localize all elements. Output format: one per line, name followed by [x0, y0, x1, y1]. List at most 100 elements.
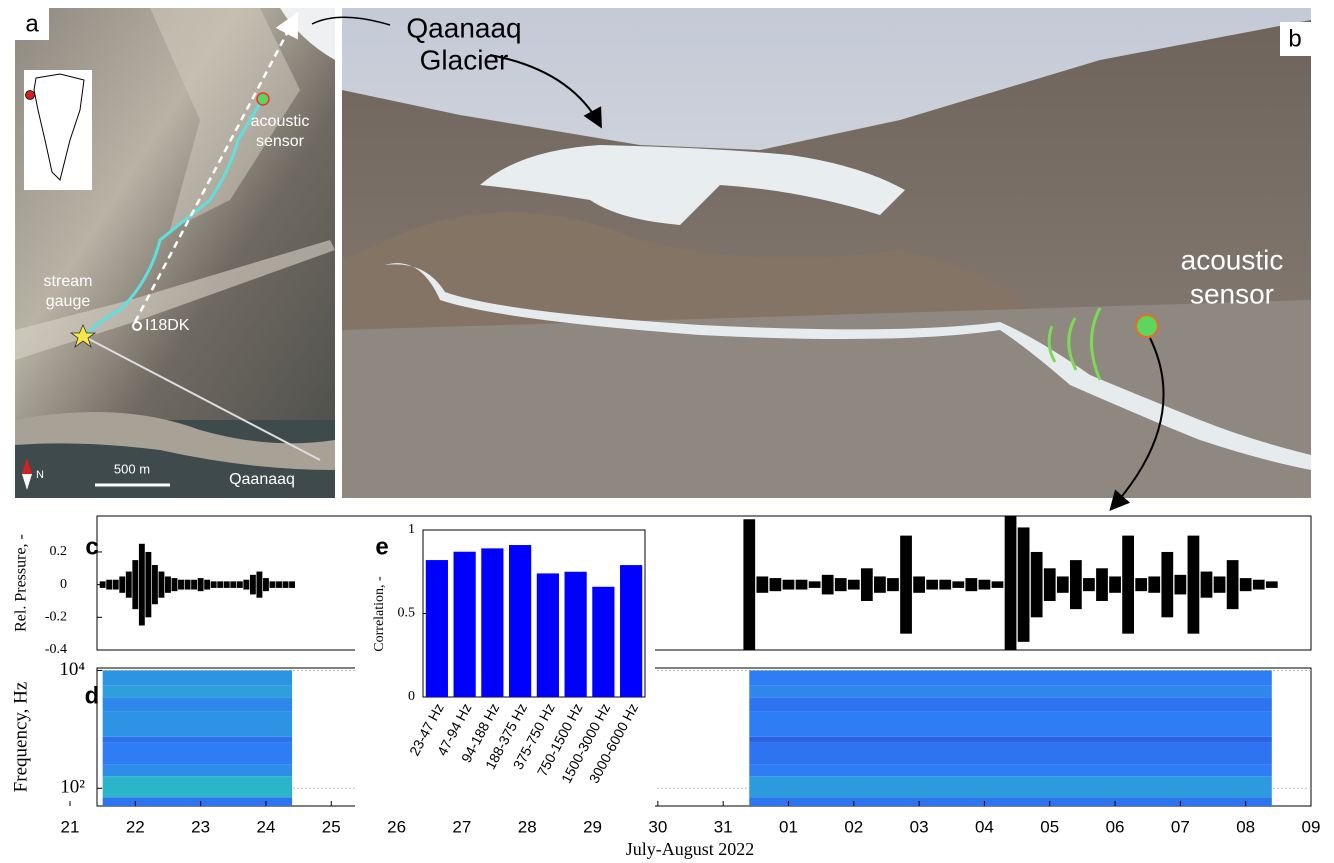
spectrogram-cell: [103, 737, 292, 743]
waveform-sample: [263, 578, 269, 591]
y-tick-label: 0.5: [398, 606, 416, 621]
waveform-sample: [119, 576, 125, 592]
waveform-sample: [132, 560, 138, 609]
spectrogram-cell: [749, 712, 1272, 737]
spectrogram-cell: [103, 765, 292, 776]
waveform-sample: [198, 578, 204, 591]
waveform-sample: [289, 581, 295, 588]
waveform-sample: [159, 572, 165, 598]
x-tick-label: 05: [1040, 817, 1059, 836]
x-tick-label: 26: [387, 817, 406, 836]
sensor-label: acoustic: [251, 113, 310, 130]
spectrogram-cell: [103, 697, 292, 711]
location-dot: [26, 91, 35, 100]
waveform-sample: [1214, 576, 1226, 592]
sensor-label: sensor: [1190, 278, 1274, 309]
x-tick-label: 27: [452, 817, 471, 836]
waveform-sample: [952, 581, 964, 588]
waveform-sample: [1227, 560, 1239, 609]
waveform-sample: [1018, 527, 1030, 641]
waveform-sample: [191, 580, 197, 590]
scale-label: 500 m: [114, 461, 150, 476]
waveform-sample: [783, 580, 795, 590]
waveform-sample: [756, 576, 768, 592]
waveform-sample: [770, 578, 782, 591]
waveform-sample: [743, 519, 755, 650]
gauge-label: stream: [44, 273, 93, 290]
station-label: I18DK: [145, 317, 190, 334]
waveform-sample: [1122, 536, 1134, 634]
panel-label: b: [1288, 25, 1301, 52]
waveform-sample: [796, 580, 808, 590]
spectrogram-cell: [103, 670, 292, 685]
waveform-sample: [900, 536, 912, 634]
x-tick-label: 04: [975, 817, 994, 836]
spectrogram-cell: [103, 797, 292, 806]
waveform-sample: [276, 581, 282, 588]
spectrogram-cell: [103, 686, 292, 698]
spectrogram-cell: [749, 765, 1272, 776]
waveform-sample: [939, 580, 951, 590]
waveform-sample: [237, 581, 243, 588]
waveform-sample: [211, 581, 217, 588]
waveform-sample: [1070, 560, 1082, 609]
y-tick-label: 0: [60, 577, 67, 592]
north-label: N: [36, 469, 44, 481]
spectrogram-cell: [749, 797, 1272, 806]
x-tick-label: 28: [518, 817, 537, 836]
bar: [454, 552, 476, 697]
panel-label: c: [85, 533, 98, 560]
waveform-sample: [809, 581, 821, 588]
sensor-dot: [1136, 315, 1158, 337]
waveform-sample: [1240, 578, 1252, 591]
waveform-sample: [1174, 575, 1186, 595]
x-tick-label: 01: [779, 817, 798, 836]
waveform-sample: [1135, 578, 1147, 591]
y-tick-label: 0.2: [50, 544, 68, 559]
photo-panel: b Qaanaaq Glacier acoustic sensor: [312, 8, 1311, 508]
bar: [620, 565, 642, 697]
x-tick-label: 02: [844, 817, 863, 836]
waveform-sample: [965, 578, 977, 591]
x-tick-label: 29: [583, 817, 602, 836]
spectrogram-cell: [749, 776, 1272, 797]
waveform-sample: [256, 572, 262, 598]
spectrogram-cell: [749, 670, 1272, 685]
bar: [565, 572, 587, 697]
bar: [426, 560, 448, 697]
y-tick-label: 1: [408, 522, 415, 537]
waveform-sample: [283, 581, 289, 588]
x-tick-label: 31: [714, 817, 733, 836]
y-axis-label: Rel. Pressure, -: [13, 534, 30, 632]
figure: a acoustic sensor stream gauge I18DK 500…: [0, 0, 1334, 863]
waveform-sample: [1253, 580, 1265, 590]
waveform-sample: [979, 580, 991, 590]
waveform-sample: [1083, 578, 1095, 591]
bar: [481, 548, 503, 697]
waveform-sample: [224, 581, 230, 588]
waveform-sample: [913, 576, 925, 592]
x-tick-label: 25: [322, 817, 341, 836]
panel-label: a: [25, 10, 39, 37]
waveform-sample: [270, 581, 276, 588]
y-tick-label: 0: [408, 689, 415, 704]
waveform-sample: [106, 580, 112, 590]
waveform-sample: [230, 581, 236, 588]
bar: [592, 587, 614, 697]
y-tick-label: -0.2: [45, 610, 67, 625]
y-tick-label: -0.4: [45, 642, 67, 657]
waveform-sample: [172, 578, 178, 591]
x-tick-label: 30: [648, 817, 667, 836]
x-tick-label: 21: [61, 817, 80, 836]
x-tick-label: 07: [1171, 817, 1190, 836]
waveform-sample: [204, 580, 210, 590]
y-tick-label: 10⁴: [59, 659, 85, 680]
bar: [537, 573, 559, 697]
waveform-sample: [926, 580, 938, 590]
waveform-sample: [1096, 568, 1108, 601]
waveform-sample: [1031, 552, 1043, 617]
y-axis-label: Correlation, -: [372, 576, 387, 652]
spectrogram-cell: [749, 737, 1272, 743]
sensor-label: sensor: [256, 133, 305, 150]
waveform-sample: [243, 580, 249, 590]
